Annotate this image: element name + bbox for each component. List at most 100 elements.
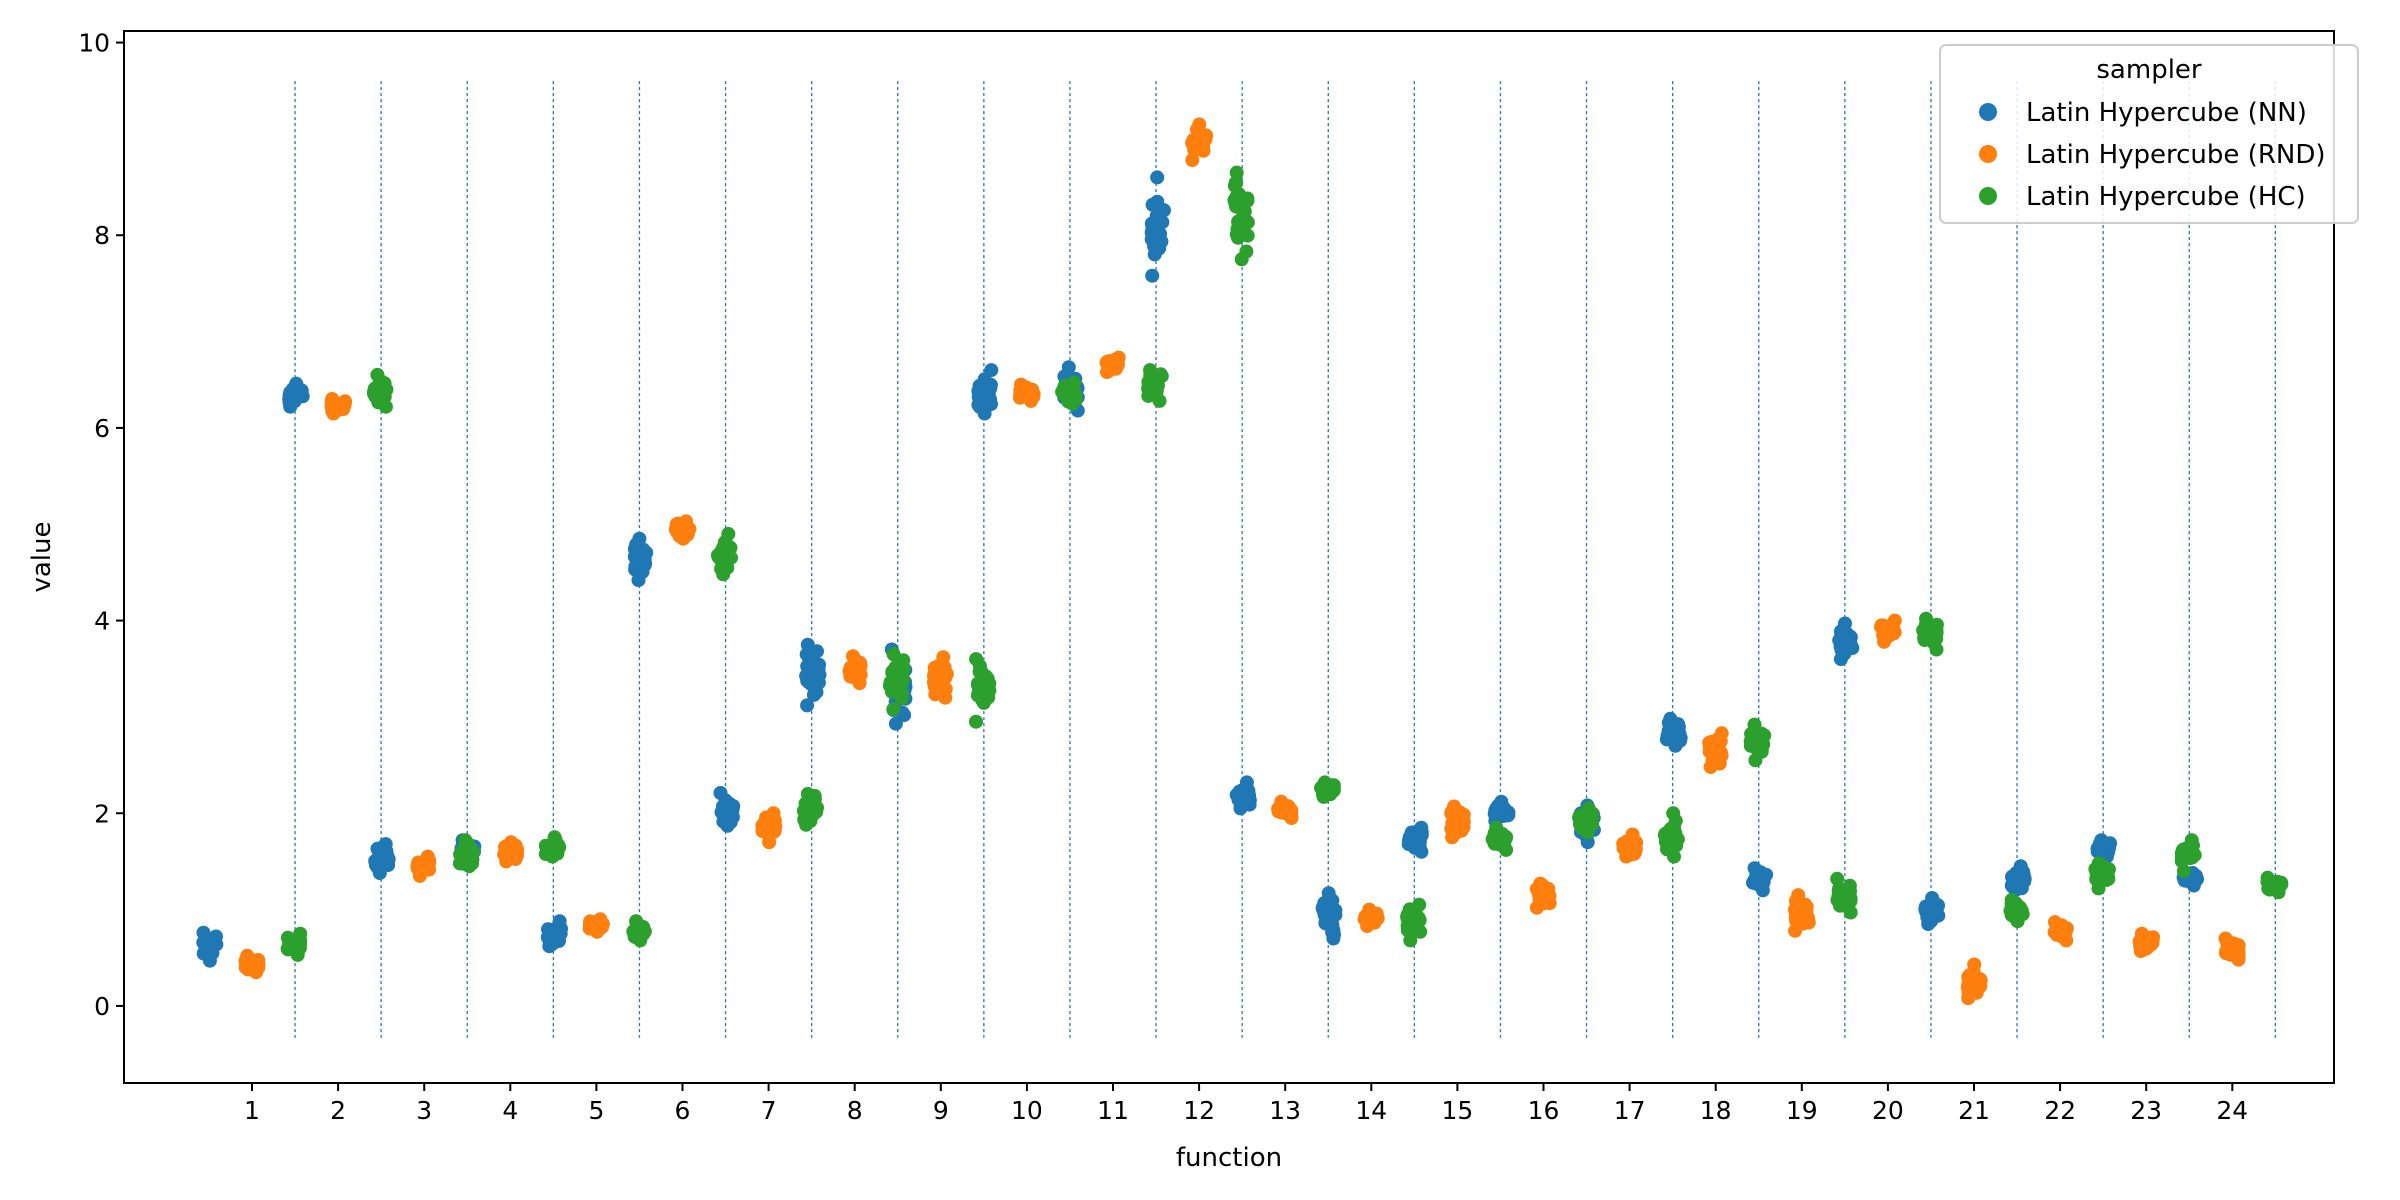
data-point bbox=[1229, 175, 1244, 190]
data-point bbox=[380, 848, 395, 863]
data-point bbox=[1702, 735, 1717, 750]
data-point bbox=[1274, 794, 1289, 809]
x-tick-label: 23 bbox=[2130, 1096, 2162, 1125]
data-point bbox=[1666, 806, 1681, 821]
data-point bbox=[1229, 165, 1244, 180]
data-point bbox=[756, 816, 771, 831]
data-point bbox=[1494, 794, 1509, 809]
data-point bbox=[1321, 906, 1336, 921]
data-point bbox=[1412, 897, 1427, 912]
data-point bbox=[1111, 350, 1126, 365]
data-point bbox=[721, 526, 736, 541]
data-point bbox=[1714, 726, 1729, 741]
data-point bbox=[1924, 914, 1939, 929]
data-point bbox=[1324, 785, 1339, 800]
data-point bbox=[1403, 837, 1418, 852]
data-point bbox=[1929, 617, 1944, 632]
x-tick-label: 1 bbox=[244, 1096, 260, 1125]
y-axis: 0 2 4 6 8 10 bbox=[78, 29, 124, 1021]
data-point bbox=[1195, 137, 1210, 152]
x-tick-label: 8 bbox=[847, 1096, 863, 1125]
data-point bbox=[2091, 856, 2106, 871]
data-point bbox=[504, 835, 518, 850]
data-point bbox=[1239, 775, 1254, 790]
data-point bbox=[635, 564, 650, 579]
x-tick-label: 4 bbox=[502, 1096, 518, 1125]
data-point bbox=[1887, 613, 1902, 628]
data-point bbox=[886, 647, 901, 662]
data-point bbox=[2260, 870, 2275, 885]
data-point bbox=[629, 930, 644, 945]
x-tick-label: 12 bbox=[1183, 1096, 1215, 1125]
data-point bbox=[1061, 360, 1076, 375]
data-point bbox=[1747, 861, 1762, 876]
data-point bbox=[800, 698, 815, 713]
data-point bbox=[971, 685, 986, 700]
data-point bbox=[1414, 820, 1429, 835]
legend-marker bbox=[1979, 187, 1997, 205]
data-point bbox=[1067, 375, 1081, 390]
data-point bbox=[1148, 214, 1163, 229]
data-point bbox=[811, 675, 826, 690]
x-tick-label: 15 bbox=[1441, 1096, 1473, 1125]
data-point bbox=[1403, 906, 1418, 921]
data-point bbox=[1317, 775, 1332, 790]
data-point bbox=[2184, 833, 2199, 848]
data-point bbox=[374, 861, 389, 876]
data-point bbox=[2004, 893, 2019, 907]
data-point bbox=[552, 914, 567, 929]
data-point bbox=[1832, 633, 1847, 648]
data-point bbox=[2094, 833, 2109, 848]
data-point bbox=[1489, 820, 1504, 835]
data-point bbox=[719, 540, 734, 555]
data-point bbox=[722, 807, 737, 822]
data-point bbox=[1533, 876, 1548, 891]
data-point bbox=[713, 786, 728, 800]
data-point bbox=[1791, 888, 1806, 903]
data-point bbox=[886, 702, 901, 717]
data-point bbox=[1830, 871, 1845, 886]
x-tick-label: 11 bbox=[1097, 1096, 1129, 1125]
data-point bbox=[984, 363, 999, 378]
legend-frame bbox=[1939, 44, 2359, 224]
data-point bbox=[1150, 170, 1165, 185]
data-point bbox=[1149, 198, 1164, 213]
data-point bbox=[1747, 740, 1762, 755]
data-point bbox=[2005, 879, 2020, 894]
data-point bbox=[1234, 786, 1249, 801]
data-point bbox=[1711, 750, 1726, 765]
data-point bbox=[1759, 867, 1774, 882]
data-point bbox=[1919, 611, 1934, 626]
data-point bbox=[1917, 630, 1932, 645]
data-point bbox=[1628, 842, 1643, 857]
data-point bbox=[2218, 931, 2233, 946]
data-point bbox=[1788, 911, 1803, 926]
data-point bbox=[1362, 902, 1377, 917]
x-tick-label: 16 bbox=[1528, 1096, 1560, 1125]
data-point bbox=[1967, 976, 1982, 991]
data-points bbox=[196, 117, 2289, 1006]
legend-label: Latin Hypercube (NN) bbox=[2026, 98, 2307, 128]
legend: sampler Latin Hypercube (NN) Latin Hyperc… bbox=[1939, 44, 2359, 224]
data-point bbox=[287, 392, 302, 407]
data-point bbox=[241, 962, 255, 977]
data-point bbox=[803, 802, 818, 817]
x-tick-label: 6 bbox=[675, 1096, 691, 1125]
data-point bbox=[2180, 847, 2195, 862]
data-point bbox=[1581, 801, 1596, 816]
x-tick-label: 10 bbox=[1011, 1096, 1043, 1125]
data-point bbox=[2095, 868, 2110, 883]
data-point bbox=[982, 683, 997, 698]
x-tick-label: 5 bbox=[588, 1096, 604, 1125]
legend-label: Latin Hypercube (RND) bbox=[2026, 140, 2326, 170]
x-tick-label: 9 bbox=[933, 1096, 949, 1125]
legend-label: Latin Hypercube (HC) bbox=[2026, 182, 2306, 212]
data-point bbox=[325, 392, 340, 406]
data-point bbox=[936, 650, 951, 665]
data-point bbox=[637, 552, 652, 567]
data-point bbox=[1750, 877, 1765, 892]
data-point bbox=[1239, 244, 1254, 259]
data-point bbox=[371, 381, 386, 396]
data-point bbox=[1790, 898, 1805, 913]
